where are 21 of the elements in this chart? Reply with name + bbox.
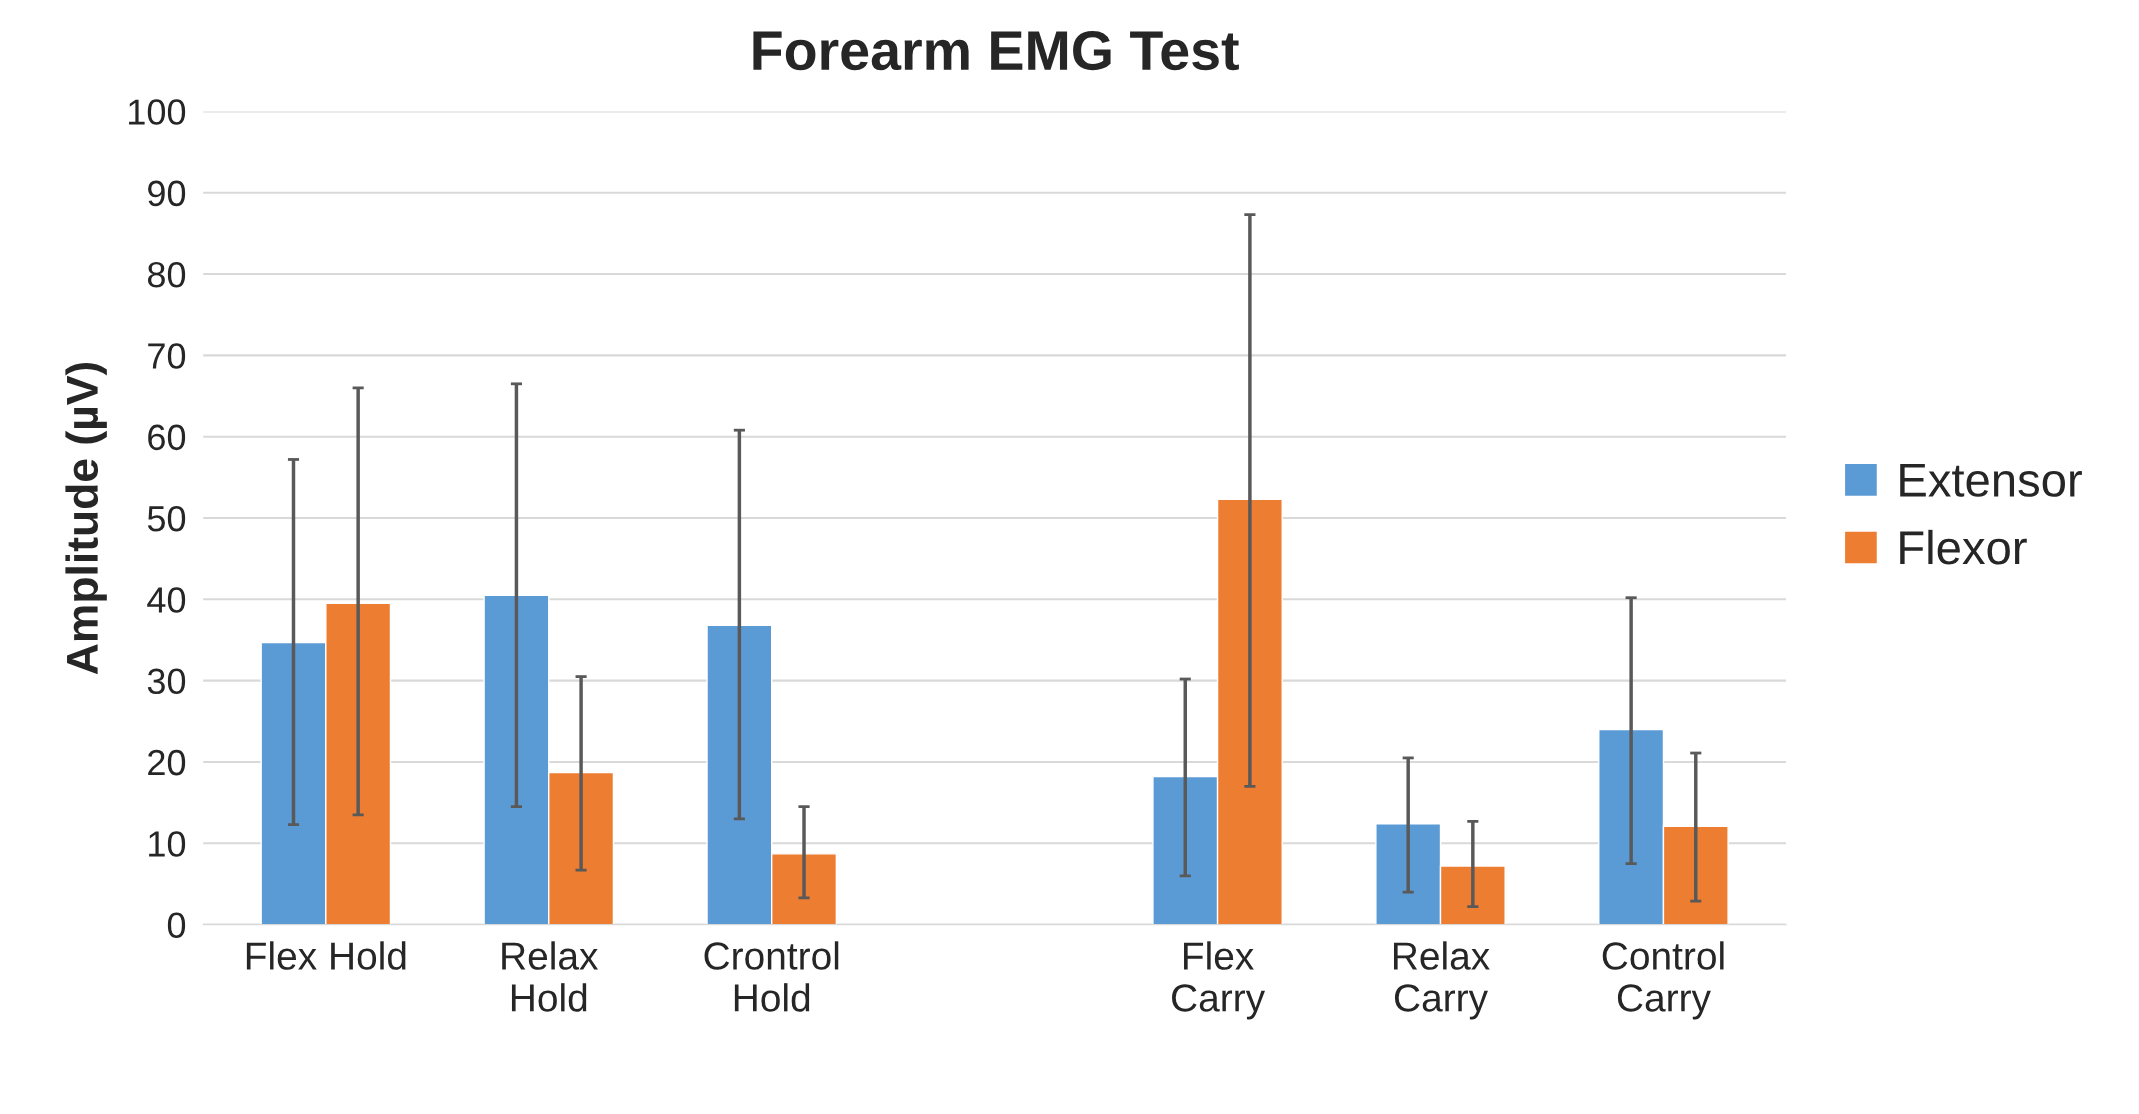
x-tick-label: Relax Hold <box>502 941 599 1012</box>
y-tick-label: 100 <box>129 99 186 125</box>
y-tick-label: 60 <box>148 424 186 451</box>
x-tick-label: Crontrol Hold <box>704 941 839 1012</box>
x-tick-label: Flex Carry <box>1172 941 1266 1020</box>
legend-label: Extensor <box>1900 463 2082 497</box>
y-axis-title: Amplitude (µV) <box>65 362 107 675</box>
y-tick-label: 90 <box>148 180 186 207</box>
legend-label: Flexor <box>1900 529 2027 565</box>
y-tick-label: 50 <box>147 505 186 532</box>
y-tick-label: 10 <box>149 831 186 857</box>
y-tick-label: 80 <box>147 261 186 288</box>
x-tick-label: Relax Carry <box>1393 941 1490 1020</box>
y-tick-label: 20 <box>148 749 186 776</box>
x-tick-label: Flex Hold <box>246 941 406 970</box>
y-tick-label: 40 <box>147 587 186 613</box>
y-tick-label: 30 <box>147 668 186 695</box>
x-tick-label: Control Carry <box>1602 941 1724 1020</box>
chart-title: Forearm EMG Test <box>753 30 1239 71</box>
y-tick-label: 0 <box>167 912 186 939</box>
y-tick-label: 70 <box>148 343 186 369</box>
